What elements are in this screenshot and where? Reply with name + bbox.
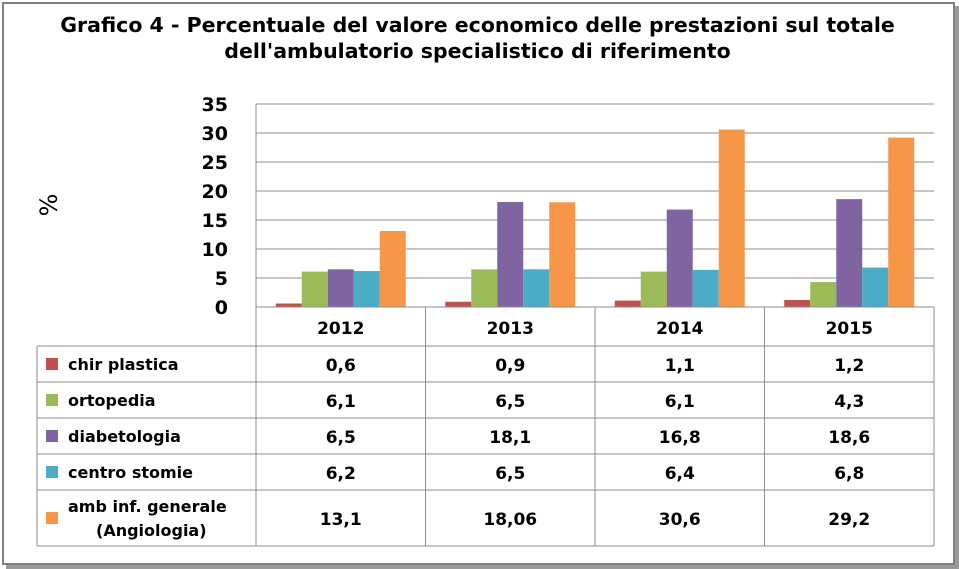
legend-key-0 [46, 358, 58, 370]
legend-key-3 [46, 466, 58, 478]
y-tick-label-20: 20 [202, 181, 228, 203]
legend-label-0: chir plastica [68, 355, 179, 374]
x-tick-label-2015: 2015 [826, 319, 873, 339]
bar-centro-2014 [692, 269, 719, 307]
bar-ortopedia-2014 [640, 271, 667, 307]
bar-chir-2012 [275, 303, 302, 307]
data-label-1-2013: 6,5 [495, 392, 525, 412]
y-tick-label-25: 25 [202, 152, 228, 174]
legend-label-4-line-2: (Angiologia) [96, 521, 207, 540]
bar-ortopedia-2015 [810, 282, 837, 307]
data-label-2-2012: 6,5 [326, 428, 356, 448]
y-tick-label-30: 30 [202, 123, 228, 145]
chart-title: Grafico 4 - Percentuale del valore econo… [2, 12, 953, 64]
x-tick-label-2014: 2014 [656, 319, 703, 339]
y-axis-title: % [35, 194, 63, 217]
data-label-2-2015: 18,6 [828, 428, 870, 448]
data-label-4-2012: 13,1 [320, 510, 362, 530]
bar-chir-2015 [784, 300, 811, 307]
data-label-1-2012: 6,1 [326, 392, 356, 412]
x-tick-label-2013: 2013 [487, 319, 534, 339]
data-label-2-2014: 16,8 [659, 428, 701, 448]
y-tick-label-5: 5 [215, 268, 228, 290]
bar-chir-2014 [614, 300, 641, 307]
data-label-3-2015: 6,8 [834, 464, 864, 484]
x-tick-label-2012: 2012 [317, 319, 364, 339]
y-tick-label-0: 0 [215, 297, 228, 319]
bar-chir-2013 [445, 301, 472, 307]
legend-label-3: centro stomie [68, 463, 193, 482]
bar-ortopedia-2013 [471, 269, 498, 307]
bar-diabetologia-2015 [836, 199, 863, 307]
data-label-3-2013: 6,5 [495, 464, 525, 484]
bar-amb-2015 [888, 137, 915, 307]
bar-centro-2013 [523, 269, 550, 307]
chart-title-line-2: dell'ambulatorio specialistico di riferi… [224, 39, 731, 63]
bar-amb-2013 [549, 202, 576, 307]
legend-key-1 [46, 394, 58, 406]
data-label-0-2014: 1,1 [665, 356, 695, 376]
data-label-1-2014: 6,1 [665, 392, 695, 412]
data-label-0-2015: 1,2 [834, 356, 864, 376]
legend-key-4 [46, 512, 58, 524]
data-label-1-2015: 4,3 [834, 392, 864, 412]
data-label-0-2013: 0,9 [495, 356, 525, 376]
y-tick-label-15: 15 [202, 210, 228, 232]
data-label-3-2012: 6,2 [326, 464, 356, 484]
data-label-4-2014: 30,6 [659, 510, 701, 530]
data-label-3-2014: 6,4 [665, 464, 695, 484]
bar-amb-2012 [379, 231, 406, 307]
legend-label-2: diabetologia [68, 427, 181, 446]
y-tick-label-35: 35 [202, 94, 228, 116]
legend-key-2 [46, 430, 58, 442]
bar-centro-2012 [353, 271, 380, 307]
data-label-4-2013: 18,06 [483, 510, 537, 530]
data-label-4-2015: 29,2 [828, 510, 870, 530]
bar-ortopedia-2012 [301, 271, 328, 307]
data-label-2-2013: 18,1 [489, 428, 531, 448]
bar-diabetologia-2014 [666, 209, 693, 307]
bar-centro-2015 [862, 267, 889, 307]
legend-label-1: ortopedia [68, 391, 156, 410]
bar-diabetologia-2012 [327, 269, 354, 307]
chart-title-line-1: Grafico 4 - Percentuale del valore econo… [60, 13, 895, 37]
legend-label-4-line-1: amb inf. generale [68, 497, 227, 516]
y-tick-label-10: 10 [202, 239, 228, 261]
bar-diabetologia-2013 [497, 202, 524, 307]
bar-amb-2014 [718, 129, 745, 307]
data-label-0-2012: 0,6 [326, 356, 356, 376]
